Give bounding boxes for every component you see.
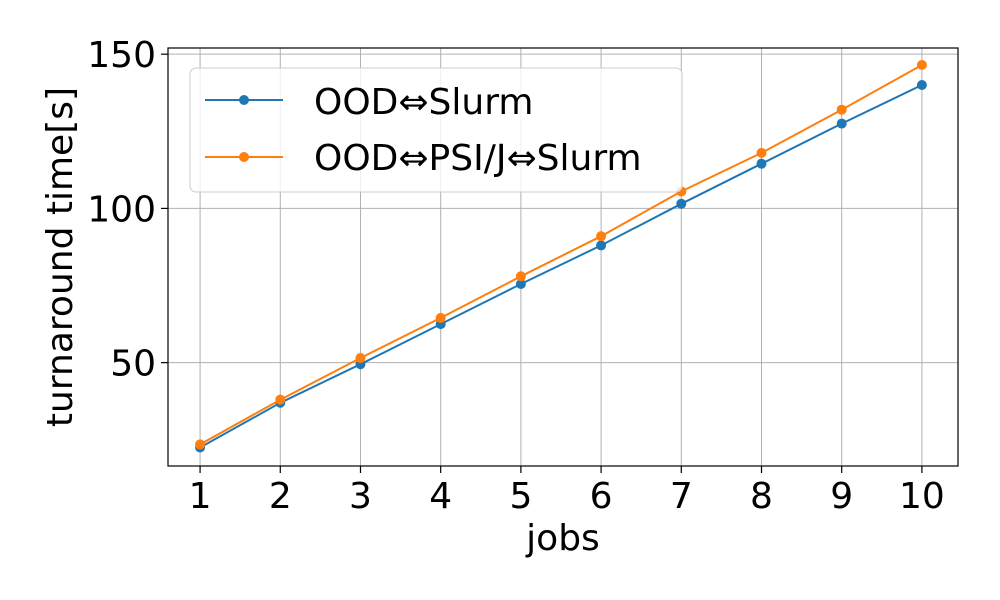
legend: OOD⇔Slurm OOD⇔PSI/J⇔Slurm [189,67,683,193]
series-group [195,59,927,453]
series-2-point [916,59,927,70]
legend-label: OOD⇔PSI/J⇔Slurm [314,138,642,179]
series-2-point [435,312,446,323]
y-tick-label: 50 [110,344,156,385]
x-axis: 1 2 3 4 5 6 7 8 9 10 [189,466,945,517]
x-tick-label: 4 [429,476,452,517]
x-tick-label: 7 [670,476,693,517]
series-2-point [836,104,847,115]
y-tick-label: 150 [87,35,156,76]
series-1-point [515,278,526,289]
legend-label: OOD⇔Slurm [314,82,533,123]
series-2-point [355,353,366,364]
x-tick-label: 6 [590,476,613,517]
y-tick-label: 100 [87,189,156,230]
x-axis-label: jobs [525,518,600,559]
series-1-point [596,240,607,251]
series-2-point [515,271,526,282]
y-axis-label: turnaround time[s] [40,87,81,427]
plot-frame [167,47,959,467]
x-tick-label: 2 [269,476,292,517]
y-axis: 50 100 150 [87,35,168,385]
legend-swatch-marker [239,152,249,162]
legend-swatch-marker [239,95,249,105]
x-tick-label: 10 [899,476,945,517]
x-tick-label: 8 [750,476,773,517]
series-2-point [195,439,206,450]
series-line-2 [199,64,923,446]
x-tick-label: 9 [830,476,853,517]
series-2-point [756,147,767,158]
series-2-point [596,231,607,242]
series-line-1 [199,84,923,449]
x-tick-label: 1 [189,476,212,517]
x-tick-label: 3 [349,476,372,517]
x-tick-label: 5 [509,476,532,517]
series-1-point [916,80,927,91]
series-2-point [275,394,286,405]
series-1-point [676,198,687,209]
series-1-point [836,118,847,129]
legend-box [189,67,683,193]
series-1-point [756,158,767,169]
